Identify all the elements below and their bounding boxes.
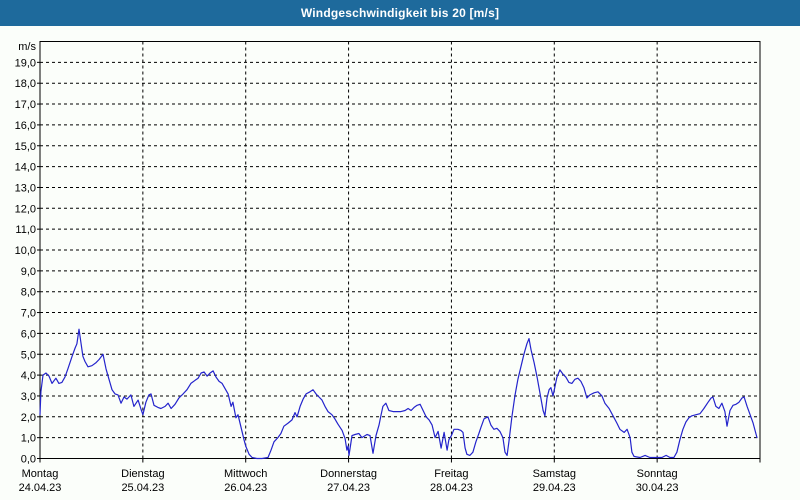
- y-axis-label: 8,0: [21, 287, 36, 299]
- x-axis-date-label: 30.04.23: [636, 482, 679, 494]
- x-axis-day-label: Montag: [22, 468, 59, 480]
- chart-title: Windgeschwindigkeit bis 20 [m/s]: [300, 6, 500, 20]
- y-axis-label: 13,0: [15, 182, 36, 194]
- y-axis-label: 15,0: [15, 141, 36, 153]
- y-axis-label: 0,0: [21, 454, 36, 466]
- x-axis-day-label: Samstag: [533, 468, 576, 480]
- title-bar: Windgeschwindigkeit bis 20 [m/s]: [0, 0, 800, 26]
- y-axis-label: 12,0: [15, 203, 36, 215]
- x-axis-date-label: 29.04.23: [533, 482, 576, 494]
- y-axis-label: 6,0: [21, 328, 36, 340]
- y-axis-label: 1,0: [21, 433, 36, 445]
- y-axis-label: 5,0: [21, 349, 36, 361]
- plot-border: [39, 41, 761, 459]
- y-axis-label: 17,0: [15, 99, 36, 111]
- x-axis-date-label: 28.04.23: [430, 482, 473, 494]
- y-axis-label: 9,0: [21, 266, 36, 278]
- y-axis-label: 2,0: [21, 412, 36, 424]
- chart-area: 19,0 18,0 17,0 16,0 15,0 14,0 13,0 12,0 11,0 10,0…: [0, 26, 800, 500]
- y-axis-label: 19,0: [15, 57, 36, 69]
- y-axis-label: 11,0: [15, 224, 36, 236]
- wind-speed-chart-canvas: 19,0 18,0 17,0 16,0 15,0 14,0 13,0 12,0 11,0 10,0…: [15, 41, 761, 494]
- y-axis-label: 16,0: [15, 120, 36, 132]
- y-axis-label: 7,0: [21, 308, 36, 320]
- x-axis-day-label: Dienstag: [121, 468, 164, 480]
- x-axis-date-label: 25.04.23: [121, 482, 164, 494]
- y-axis-label: 10,0: [15, 245, 36, 257]
- x-axis-day-label: Freitag: [434, 468, 468, 480]
- x-axis-date-label: 24.04.23: [19, 482, 62, 494]
- x-axis-date-label: 26.04.23: [224, 482, 267, 494]
- x-axis-day-label: Sonntag: [637, 468, 678, 480]
- y-axis-label: 18,0: [15, 78, 36, 90]
- x-axis-day-label: Donnerstag: [320, 468, 377, 480]
- y-axis-label: 14,0: [15, 162, 36, 174]
- wind-speed-line: [39, 328, 758, 460]
- x-axis-date-label: 27.04.23: [327, 482, 370, 494]
- x-axis-day-label: Mittwoch: [224, 468, 267, 480]
- y-axis-label: 3,0: [21, 391, 36, 403]
- y-axis-label: 4,0: [21, 370, 36, 382]
- y-axis-unit-label: m/s: [18, 41, 36, 53]
